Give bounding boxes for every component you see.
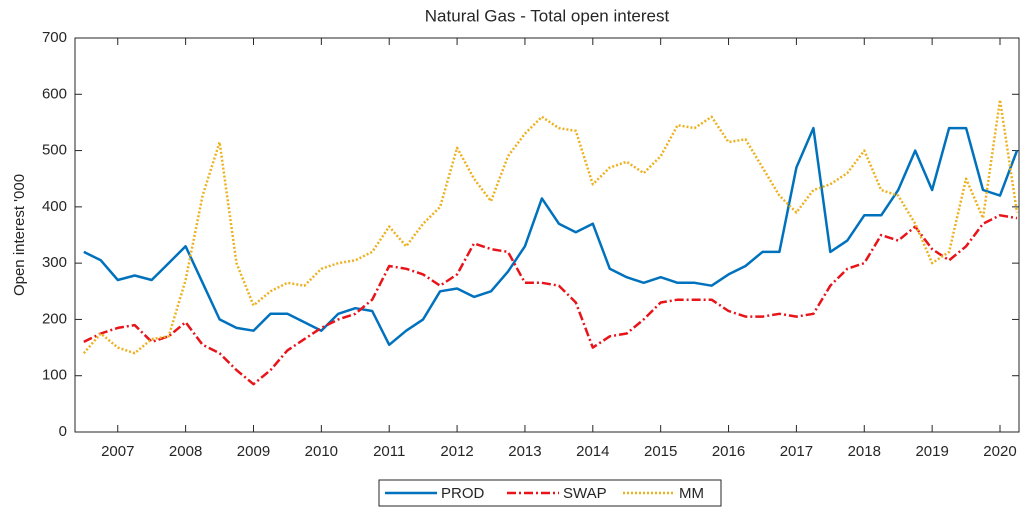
y-axis-label: Open interest '000	[11, 174, 28, 296]
y-tick-label: 100	[42, 367, 67, 384]
x-tick-label: 2019	[915, 443, 948, 460]
legend-label: PROD	[441, 485, 485, 502]
line-series	[82, 98, 1019, 355]
x-tick-label: 2009	[237, 443, 270, 460]
plot-area	[74, 37, 1020, 433]
x-tick-label: 2008	[169, 443, 202, 460]
y-tick-label: 600	[42, 85, 67, 102]
x-tick-label: 2007	[101, 443, 134, 460]
chart-title: Natural Gas - Total open interest	[425, 6, 670, 25]
x-tick-label: 2014	[576, 443, 609, 460]
y-tick-label: 500	[42, 142, 67, 159]
x-tick-label: 2013	[508, 443, 541, 460]
line-series	[83, 126, 1019, 347]
legend-label: MM	[679, 485, 704, 502]
x-tick-label: 2016	[712, 443, 745, 460]
x-tick-label: 2015	[644, 443, 677, 460]
y-tick-label: 400	[42, 198, 67, 215]
y-tick-label: 200	[42, 310, 67, 327]
y-tick-label: 700	[42, 29, 67, 46]
legend-label: SWAP	[563, 485, 607, 502]
x-tick-label: 2011	[373, 443, 405, 460]
line-series	[83, 214, 1018, 386]
x-tick-label: 2018	[848, 443, 881, 460]
x-tick-label: 2012	[440, 443, 473, 460]
x-tick-label: 2017	[780, 443, 813, 460]
x-tick-label: 2020	[983, 443, 1016, 460]
y-tick-label: 300	[42, 254, 67, 271]
x-tick-label: 2010	[305, 443, 338, 460]
y-tick-label: 0	[59, 423, 67, 440]
